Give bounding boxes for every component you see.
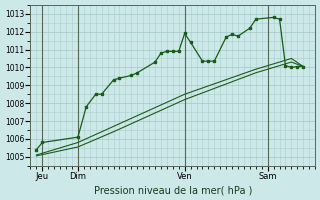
X-axis label: Pression niveau de la mer( hPa ): Pression niveau de la mer( hPa ) bbox=[94, 185, 252, 195]
